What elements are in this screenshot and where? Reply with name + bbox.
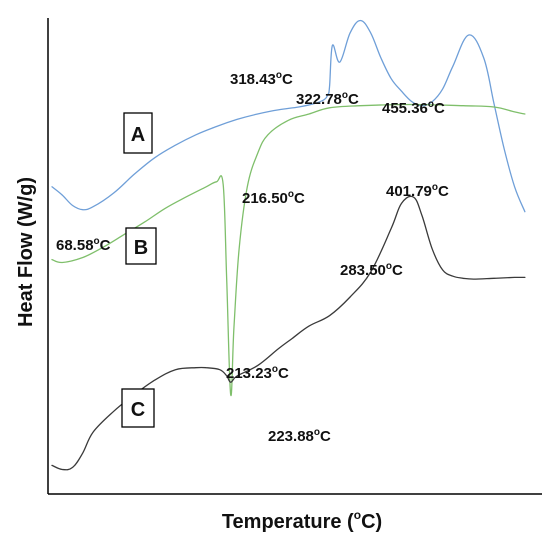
peak-label: 223.88oC [268,427,331,445]
peak-label: 455.36oC [382,99,445,117]
series-b-line [51,103,526,397]
peak-label: 318.43oC [230,70,293,88]
peak-label: 283.50oC [340,261,403,279]
series-a-label: A [131,124,145,146]
x-axis-title: Temperature (oC) [222,508,382,533]
peak-label: 216.50oC [242,189,305,207]
series-c-label-box: C [121,388,155,428]
series-c-label: C [131,399,145,421]
y-axis-title: Heat Flow (W/g) [15,177,37,327]
series-b-label: B [134,237,148,259]
peak-label: 401.79oC [386,182,449,200]
series-a-label-box: A [123,112,153,154]
series-a-line [51,19,526,213]
series-b-label-box: B [125,227,157,265]
peak-label: 322.78oC [296,90,359,108]
peak-label: 213.23oC [226,364,289,382]
peak-label: 68.58oC [56,236,111,254]
